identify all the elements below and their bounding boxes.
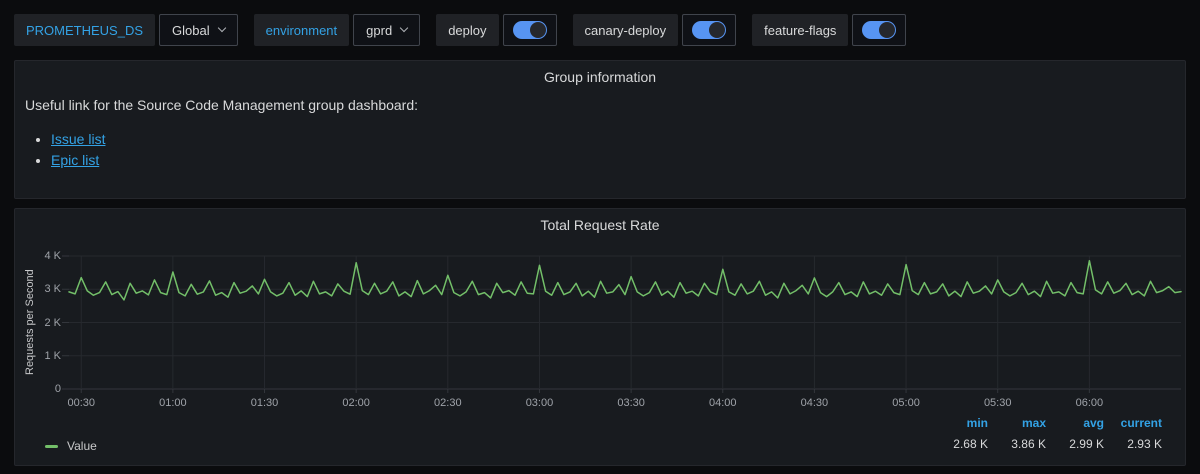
- legend-stats-table: min max avg current 2.68 K 3.86 K 2.99 K…: [930, 416, 1162, 452]
- panel-title-total-request-rate[interactable]: Total Request Rate: [540, 217, 660, 233]
- x-axis-tick-label: 04:00: [708, 397, 737, 409]
- series-line-value: [68, 259, 1182, 301]
- x-axis-tick-label: 06:00: [1075, 397, 1104, 409]
- stat-value-avg: 2.99 K: [1069, 437, 1104, 451]
- x-axis-tick-label: 03:00: [525, 397, 554, 409]
- toggle-knob: [529, 22, 546, 38]
- environment-variable-value: gprd: [366, 22, 393, 38]
- datasource-variable-label: PROMETHEUS_DS: [14, 14, 156, 46]
- canary-deploy-toggle-label-text: canary-deploy: [584, 22, 667, 38]
- chevron-down-icon: [217, 23, 226, 33]
- environment-variable-label: environment: [253, 14, 350, 46]
- stat-header-avg[interactable]: avg: [1083, 416, 1104, 430]
- datasource-variable-dropdown[interactable]: Global: [159, 14, 238, 46]
- environment-variable: environment gprd: [253, 14, 421, 46]
- panel-title-group-information[interactable]: Group information: [543, 69, 657, 85]
- y-axis-tick-label: 4 K: [44, 250, 61, 262]
- toggle-pill: [512, 21, 547, 39]
- datasource-variable-value: Global: [172, 22, 210, 38]
- y-axis-tick-label: 2 K: [44, 316, 61, 329]
- stat-header-min[interactable]: min: [966, 416, 988, 430]
- x-axis-tick-label: 03:30: [617, 397, 645, 409]
- deploy-toggle-group: deploy: [436, 14, 557, 46]
- datasource-variable-label-text: PROMETHEUS_DS: [26, 22, 144, 38]
- x-axis-tick-label: 00:30: [67, 397, 95, 409]
- environment-variable-dropdown[interactable]: gprd: [353, 14, 421, 46]
- time-series-plot[interactable]: [62, 255, 1182, 393]
- legend-stats-header-row: min max avg current: [930, 416, 1162, 431]
- environment-variable-label-text: environment: [265, 22, 338, 38]
- stat-header-current[interactable]: current: [1120, 416, 1162, 430]
- list-item: Epic list: [51, 150, 105, 171]
- datasource-variable: PROMETHEUS_DS Global: [14, 14, 238, 46]
- dashboard-variables-toolbar: PROMETHEUS_DS Global environment gprd de…: [14, 14, 922, 46]
- x-axis-tick-label: 02:00: [342, 397, 370, 409]
- total-request-rate-panel: Total Request Rate Requests per Second 0…: [14, 208, 1186, 466]
- deploy-toggle-switch[interactable]: [502, 14, 557, 46]
- feature-flags-toggle-group: feature-flags: [752, 14, 907, 46]
- x-axis-tick-label: 05:30: [983, 397, 1012, 409]
- feature-flags-toggle-label: feature-flags: [752, 14, 849, 46]
- group-information-panel: Group information Useful link for the So…: [14, 60, 1186, 199]
- y-axis-tick-label: 1 K: [44, 349, 61, 362]
- legend-series-dash: [45, 444, 58, 448]
- legend-stats-value-row: 2.68 K 3.86 K 2.99 K 2.93 K: [930, 437, 1162, 452]
- feature-flags-toggle-label-text: feature-flags: [764, 22, 837, 38]
- toggle-pill: [692, 21, 727, 39]
- list-item: Issue list: [51, 129, 105, 150]
- x-axis-tick-label: 01:30: [250, 397, 279, 409]
- feature-flags-toggle-switch[interactable]: [852, 14, 907, 46]
- toggle-knob: [879, 22, 896, 38]
- canary-deploy-toggle-group: canary-deploy: [572, 14, 737, 46]
- x-axis-tick-label: 05:00: [892, 397, 920, 409]
- toggle-knob: [709, 22, 726, 38]
- deploy-toggle-label-text: deploy: [448, 22, 487, 38]
- group-info-link-list: Issue list Epic list: [27, 129, 105, 171]
- epic-list-link[interactable]: Epic list: [51, 152, 100, 168]
- canary-deploy-toggle-label: canary-deploy: [572, 14, 679, 46]
- chevron-down-icon: [399, 23, 409, 33]
- x-axis-tick-label: 01:00: [159, 397, 187, 409]
- stat-value-max: 3.86 K: [1011, 437, 1046, 451]
- y-axis-tick-label: 0: [54, 383, 61, 395]
- stat-value-current: 2.93 K: [1127, 437, 1162, 451]
- toggle-pill: [862, 21, 897, 39]
- deploy-toggle-label: deploy: [436, 14, 499, 46]
- stat-value-min: 2.68 K: [953, 437, 988, 451]
- stat-header-max[interactable]: max: [1021, 416, 1046, 430]
- x-axis-tick-label: 04:30: [800, 397, 829, 409]
- y-axis-tick-label: 3 K: [44, 283, 61, 296]
- legend-series-label: Value: [67, 439, 97, 453]
- x-axis-tick-label: 02:30: [434, 397, 462, 409]
- issue-list-link[interactable]: Issue list: [51, 131, 106, 147]
- legend-item-value[interactable]: Value: [45, 439, 97, 453]
- group-info-body-text: Useful link for the Source Code Manageme…: [25, 97, 419, 113]
- canary-deploy-toggle-switch[interactable]: [682, 14, 737, 46]
